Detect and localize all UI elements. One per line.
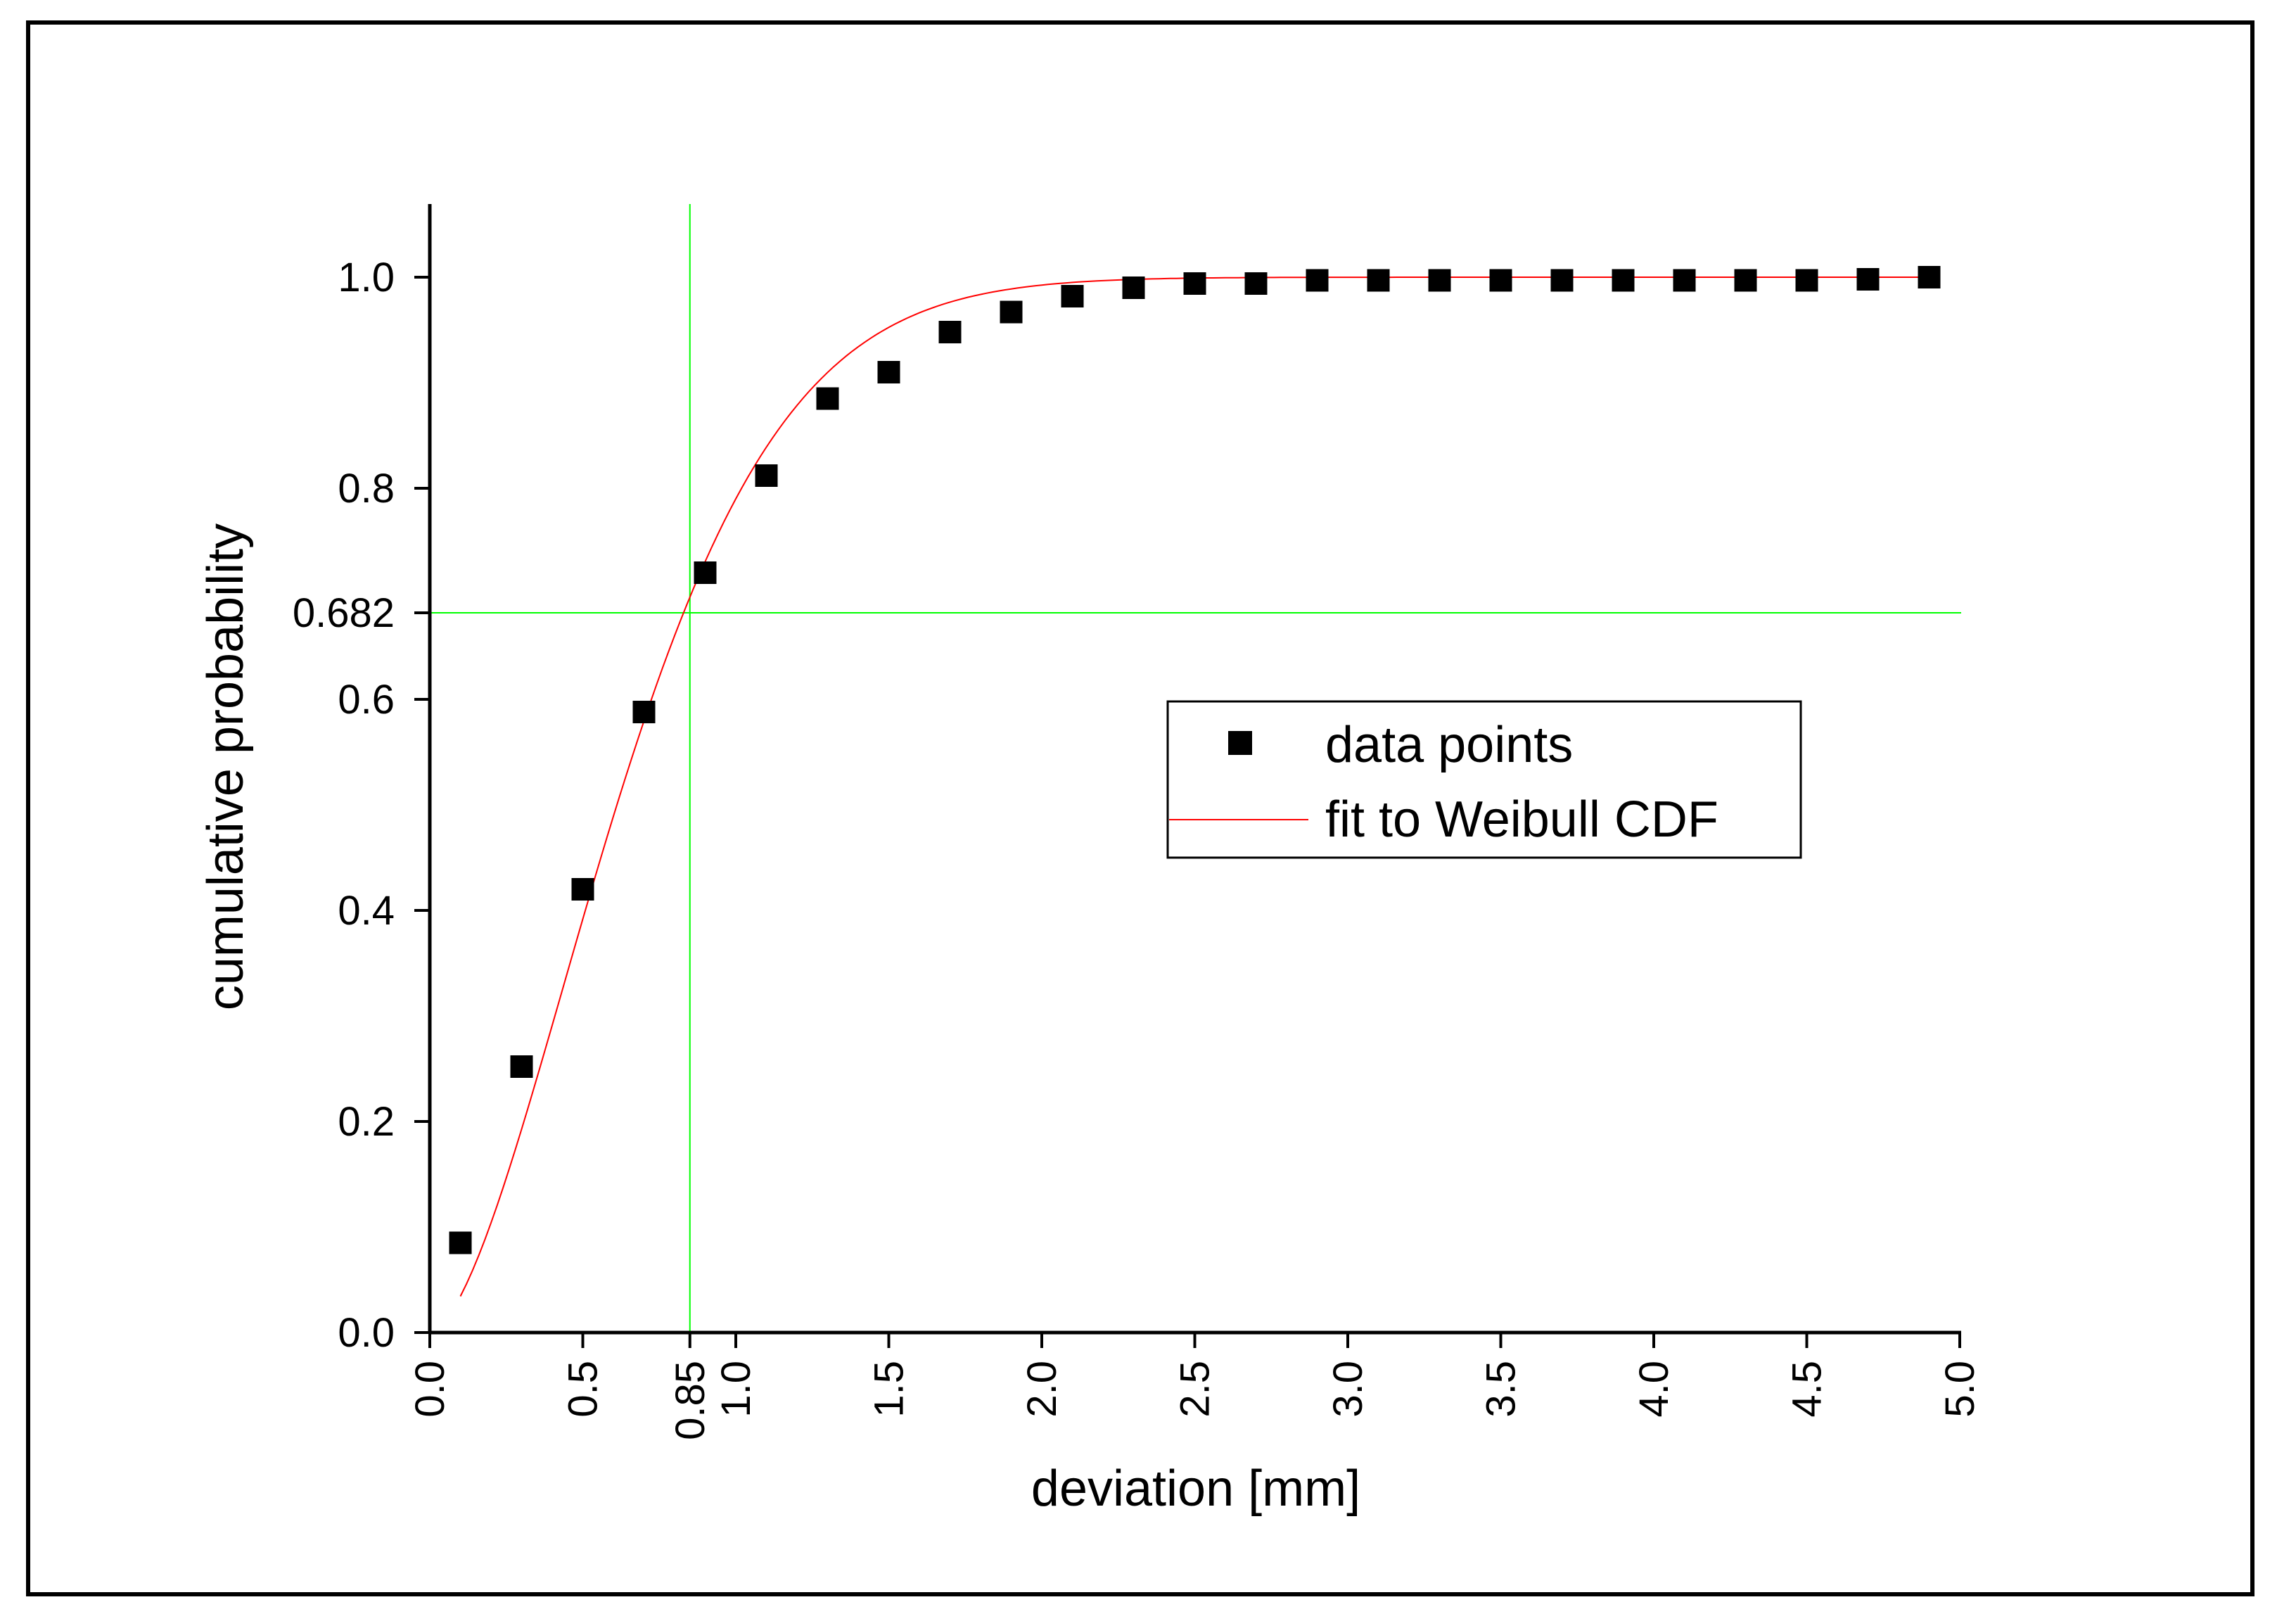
- data-point: [1734, 269, 1757, 292]
- data-point: [1122, 276, 1145, 299]
- y-ticks: 0.0 0.2 0.4 0.6 0.682 0.8 1.0: [293, 255, 430, 1356]
- data-point: [1489, 269, 1512, 292]
- x-ticks: 0.0 0.5 0.85 1.0 1.5 2.0 2.5 3.0 3.5 4.0 4.5 5.0: [407, 1333, 1983, 1440]
- x-tick-label: 1.5: [867, 1361, 912, 1418]
- data-point: [755, 464, 778, 487]
- x-tick-label: 4.5: [1785, 1361, 1830, 1418]
- data-point: [1306, 269, 1329, 292]
- y-tick-label: 0.6: [338, 677, 395, 723]
- data-point: [1550, 269, 1574, 292]
- y-tick-label: 0.4: [338, 888, 395, 934]
- y-tick-label: 1.0: [338, 255, 395, 300]
- y-tick-label: 0.682: [293, 590, 395, 636]
- x-tick-label: 1.0: [713, 1361, 759, 1418]
- data-point: [1061, 285, 1084, 307]
- figure-frame: [26, 20, 2254, 1596]
- x-tick-label: 0.0: [407, 1361, 453, 1418]
- reference-lines: [430, 204, 1961, 1333]
- data-point: [938, 321, 962, 343]
- data-point: [1795, 269, 1818, 292]
- legend: data points fit to Weibull CDF: [1166, 700, 1802, 859]
- data-point: [816, 387, 839, 410]
- data-point: [1918, 266, 1941, 288]
- data-point: [694, 561, 717, 584]
- points-layer: [449, 266, 1941, 1254]
- data-point: [1367, 269, 1390, 292]
- x-tick-label: 2.5: [1173, 1361, 1218, 1418]
- data-point: [632, 701, 656, 723]
- data-point: [571, 878, 594, 901]
- data-point: [1244, 272, 1268, 295]
- x-tick-label: 3.5: [1479, 1361, 1524, 1418]
- data-point: [449, 1231, 472, 1254]
- y-tick-label: 0.0: [338, 1310, 395, 1356]
- x-tick-label: 2.0: [1019, 1361, 1065, 1418]
- data-point: [1183, 272, 1206, 295]
- data-point: [510, 1055, 533, 1078]
- x-tick-label: 5.0: [1937, 1361, 1983, 1418]
- y-tick-label: 0.2: [338, 1099, 395, 1145]
- y-tick-label: 0.8: [338, 466, 395, 511]
- legend-marker-square: [1228, 731, 1252, 755]
- x-tick-label: 3.0: [1325, 1361, 1371, 1418]
- data-point: [1612, 269, 1635, 292]
- data-point: [877, 361, 900, 383]
- x-tick-label: 4.0: [1631, 1361, 1677, 1418]
- x-axis-title: deviation [mm]: [1031, 1461, 1360, 1517]
- legend-label-weibull-fit: fit to Weibull CDF: [1325, 792, 1718, 848]
- data-point: [1000, 300, 1023, 324]
- data-point: [1673, 269, 1696, 292]
- data-point: [1856, 268, 1880, 291]
- data-point: [1428, 269, 1451, 292]
- y-axis-title: cumulative probability: [198, 523, 254, 1010]
- legend-box: [1166, 700, 1802, 859]
- x-tick-label: 0.85: [668, 1361, 713, 1440]
- x-tick-label: 0.5: [561, 1361, 606, 1418]
- legend-label-data-points: data points: [1325, 717, 1573, 773]
